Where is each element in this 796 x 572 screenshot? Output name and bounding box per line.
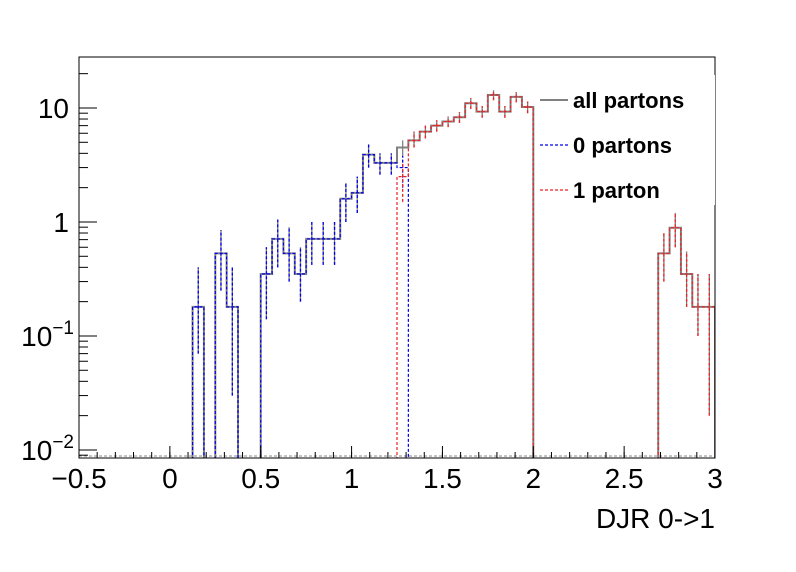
series-step-line [191,153,409,458]
x-tick-label: 0 [162,463,178,494]
y-tick-label: 10−2 [21,432,74,466]
legend: all partons 0 partons 1 parton [535,75,715,205]
x-tick-label: −0.5 [51,463,106,494]
axes: −0.5 0 0.5 1 1.5 2 2.5 3 10 1 10−1 10−2 [21,73,723,494]
legend-box [535,75,715,205]
x-tick-label: 2.5 [605,463,644,494]
series-0-partons [191,144,409,458]
series-step-line [396,94,715,458]
y-tick-label: 1 [53,207,69,238]
y-tick-label: 10−1 [21,318,74,352]
x-tick-label: 1.5 [423,463,462,494]
x-axis-title: DJR 0->1 [596,503,715,534]
legend-label: 1 parton [573,178,660,203]
plot-frame [78,56,716,459]
x-tick-label: 1 [344,463,360,494]
legend-label: 0 partons [573,133,672,158]
legend-label: all partons [573,88,684,113]
x-tick-label: 3 [707,463,723,494]
x-tick-label: 2 [525,463,541,494]
series-1-parton [396,90,715,458]
y-tick-label: 10 [38,93,69,124]
plot-area [79,90,715,458]
x-tick-label: 0.5 [241,463,280,494]
